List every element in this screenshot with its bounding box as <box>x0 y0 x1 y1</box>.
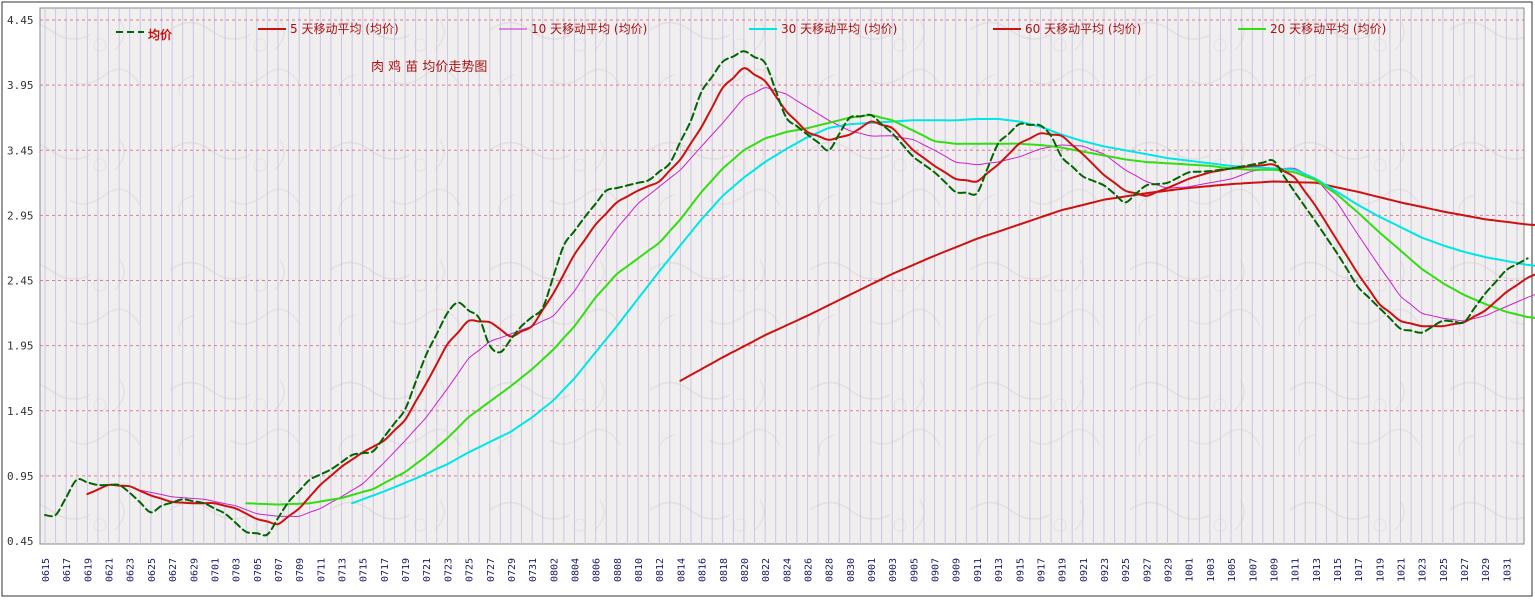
x-tick-label: 1023 <box>1418 558 1429 582</box>
x-tick-label: 0903 <box>888 558 899 582</box>
x-tick-label: 0715 <box>359 558 370 582</box>
x-tick-label: 0629 <box>189 558 200 582</box>
horizontal-gridlines <box>40 19 1524 477</box>
y-tick-label: 1.45 <box>7 405 34 418</box>
x-tick-label: 0828 <box>825 558 836 582</box>
x-tick-label: 0929 <box>1164 558 1175 582</box>
x-tick-label: 0923 <box>1100 558 1111 582</box>
y-tick-label: 0.45 <box>7 535 34 548</box>
x-tick-label: 0719 <box>401 558 412 582</box>
series-line <box>86 67 1535 526</box>
x-tick-label: 1019 <box>1375 558 1386 582</box>
x-tick-label: 0729 <box>507 558 518 582</box>
legend-label: 60 天移动平均 (均价) <box>1025 22 1141 36</box>
x-tick-label: 0717 <box>380 558 391 582</box>
x-tick-label: 0711 <box>316 558 327 582</box>
x-tick-label: 0802 <box>549 558 560 582</box>
x-tick-label: 0919 <box>1058 558 1069 582</box>
x-tick-label: 1029 <box>1481 558 1492 582</box>
x-tick-label: 0713 <box>338 558 349 582</box>
series-line <box>44 50 1529 537</box>
legend-label: 20 天移动平均 (均价) <box>1270 22 1386 36</box>
x-tick-label: 0917 <box>1036 558 1047 582</box>
x-tick-label: 0824 <box>782 558 793 582</box>
x-tick-label: 0623 <box>126 558 137 582</box>
x-tick-label: 1011 <box>1291 558 1302 582</box>
legend: 均价 5 天移动平均 (均价) 10 天移动平均 (均价) 30 天移动平均 (均价)… <box>116 22 1386 42</box>
x-tick-label: 1025 <box>1439 558 1450 582</box>
x-tick-label: 0921 <box>1079 558 1090 582</box>
y-tick-label: 4.45 <box>7 14 34 27</box>
x-tick-label: 0625 <box>147 558 158 582</box>
x-tick-label: 0830 <box>846 558 857 582</box>
x-tick-label: 1001 <box>1185 558 1196 582</box>
x-tick-label: 1007 <box>1248 558 1259 582</box>
x-tick-label: 0816 <box>698 558 709 582</box>
x-tick-label: 0615 <box>41 558 52 582</box>
x-tick-label: 0804 <box>570 558 581 582</box>
x-axis: 0615 0617 0619 0621 0623 0625 0627 0629 0701 0703… <box>41 558 1513 582</box>
legend-label: 10 天移动平均 (均价) <box>531 22 647 36</box>
x-tick-label: 0619 <box>83 558 94 582</box>
x-tick-label: 0909 <box>952 558 963 582</box>
x-tick-label: 0621 <box>105 558 116 582</box>
x-tick-label: 0907 <box>931 558 942 582</box>
x-tick-label: 0701 <box>210 558 221 582</box>
chart-title: 肉 鸡 苗 均价走势图 <box>371 59 487 75</box>
x-tick-label: 1021 <box>1397 558 1408 582</box>
x-tick-label: 0911 <box>973 558 984 582</box>
legend-label: 均价 <box>148 27 173 42</box>
y-tick-label: 1.95 <box>7 340 34 353</box>
x-tick-label: 0901 <box>867 558 878 582</box>
x-tick-label: 0627 <box>168 558 179 582</box>
x-tick-label: 0925 <box>1121 558 1132 582</box>
x-tick-label: 0721 <box>422 558 433 582</box>
x-tick-label: 0913 <box>994 558 1005 582</box>
plot-area <box>39 7 1525 545</box>
y-tick-label: 0.95 <box>7 470 34 483</box>
y-axis: 0.45 0.95 1.45 1.95 2.45 2.95 3.45 3.95 4.45 <box>7 14 34 548</box>
x-tick-label: 0705 <box>253 558 264 582</box>
x-tick-label: 0905 <box>909 558 920 582</box>
y-tick-label: 2.45 <box>7 275 34 288</box>
series-layer <box>44 50 1535 537</box>
y-tick-label: 2.95 <box>7 209 34 222</box>
x-tick-label: 1015 <box>1333 558 1344 582</box>
x-tick-label: 0808 <box>613 558 624 582</box>
x-tick-label: 1005 <box>1227 558 1238 582</box>
x-tick-label: 1031 <box>1502 558 1513 582</box>
x-tick-label: 0826 <box>803 558 814 582</box>
legend-label: 30 天移动平均 (均价) <box>781 22 897 36</box>
x-tick-label: 0731 <box>528 558 539 582</box>
y-tick-label: 3.95 <box>7 79 34 92</box>
x-tick-label: 0727 <box>486 558 497 582</box>
x-tick-label: 0703 <box>232 558 243 582</box>
series-line <box>245 114 1535 506</box>
x-tick-label: 0723 <box>443 558 454 582</box>
x-tick-label: 0709 <box>295 558 306 582</box>
vertical-gridlines <box>44 9 1518 544</box>
x-tick-label: 0810 <box>634 558 645 582</box>
x-tick-label: 0707 <box>274 558 285 582</box>
y-tick-label: 3.45 <box>7 144 34 157</box>
x-tick-label: 0812 <box>655 558 666 582</box>
x-tick-label: 1027 <box>1460 558 1471 582</box>
series-line <box>351 117 1535 505</box>
x-tick-label: 0725 <box>465 558 476 582</box>
x-tick-label: 1009 <box>1269 558 1280 582</box>
x-tick-label: 0915 <box>1015 558 1026 582</box>
x-tick-label: 0814 <box>676 558 687 582</box>
x-tick-label: 1017 <box>1354 558 1365 582</box>
x-tick-label: 0822 <box>761 558 772 582</box>
legend-label: 5 天移动平均 (均价) <box>290 22 399 36</box>
x-tick-label: 0820 <box>740 558 751 582</box>
x-tick-label: 0927 <box>1142 558 1153 582</box>
x-tick-label: 1003 <box>1206 558 1217 582</box>
x-tick-label: 0617 <box>62 558 73 582</box>
x-tick-label: 0818 <box>719 558 730 582</box>
x-tick-label: 1013 <box>1312 558 1323 582</box>
series-line <box>679 180 1535 382</box>
x-tick-label: 0806 <box>592 558 603 582</box>
